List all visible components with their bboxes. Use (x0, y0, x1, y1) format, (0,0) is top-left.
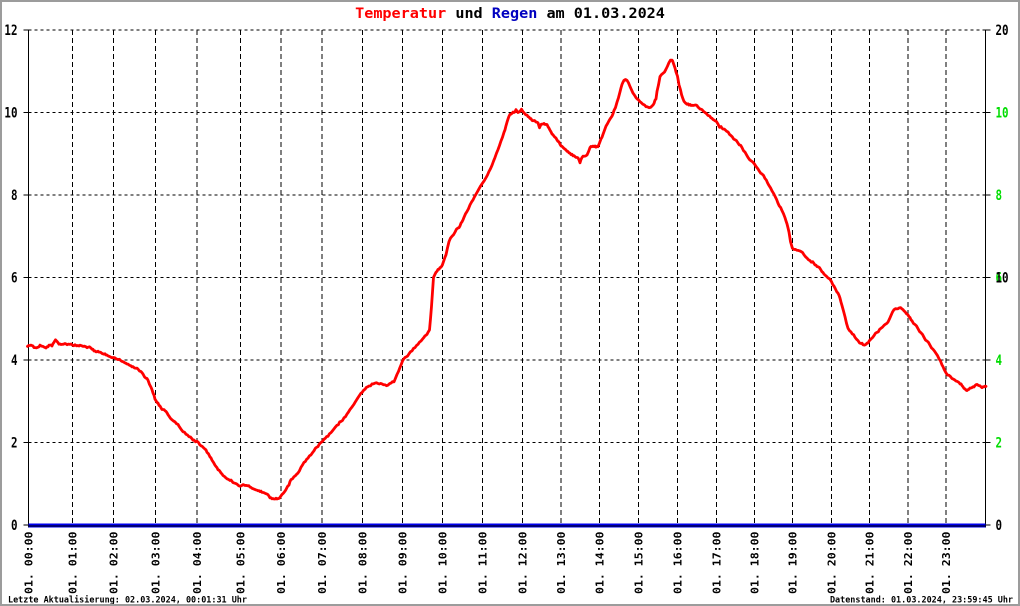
x-tick-label-16: 01. 16:00 (672, 532, 684, 594)
x-tick-label-1: 01. 01:00 (67, 532, 79, 594)
y-right-green-label-8: 8 (996, 187, 1003, 204)
x-tick-label-12: 01. 12:00 (517, 532, 529, 594)
x-tick-label-15: 01. 15:00 (633, 532, 645, 594)
title-regen: Regen (492, 5, 538, 22)
y-right-label-10: 10 (996, 269, 1009, 286)
x-tick-label-6: 01. 06:00 (275, 532, 287, 594)
x-tick-label-4: 01. 04:00 (191, 532, 203, 594)
x-tick-label-3: 01. 03:00 (150, 532, 162, 594)
x-tick-label-18: 01. 18:00 (749, 532, 761, 594)
title-und: und (446, 5, 492, 22)
y-right-label-0: 0 (996, 517, 1003, 534)
x-tick-label-23: 01. 23:00 (941, 532, 953, 594)
title-date: am 01.03.2024 (537, 5, 665, 22)
x-tick-label-21: 01. 21:00 (864, 532, 876, 594)
x-tick-label-0: 01. 00:00 (23, 532, 35, 594)
x-tick-label-5: 01. 05:00 (235, 532, 247, 594)
temperature-curve (26, 58, 988, 501)
x-tick-label-14: 01. 14:00 (594, 532, 606, 594)
x-tick-label-9: 01. 09:00 (397, 532, 409, 594)
title-temperatur: Temperatur (355, 5, 446, 22)
y-left-label-2: 2 (11, 434, 18, 451)
x-tick-label-19: 01. 19:00 (787, 532, 799, 594)
y-left-label-10: 10 (4, 104, 17, 121)
y-right-label-20: 20 (996, 22, 1009, 39)
y-left-label-12: 12 (4, 22, 17, 39)
y-left-label-6: 6 (11, 269, 18, 286)
y-right-green-label-10: 10 (996, 104, 1009, 121)
x-tick-label-11: 01. 11:00 (477, 532, 489, 594)
x-tick-label-20: 01. 20:00 (826, 532, 838, 594)
y-left-label-0: 0 (11, 517, 18, 534)
footer-data-state: Datenstand: 01.03.2024, 23:59:45 Uhr (830, 595, 1013, 605)
y-right-green-label-6: 6 (996, 269, 1003, 286)
x-tick-label-2: 01. 02:00 (108, 532, 120, 594)
y-right-green-label-2: 2 (996, 434, 1003, 451)
chart-title: Temperatur und Regen am 01.03.2024 (355, 5, 665, 22)
x-tick-label-17: 01. 17:00 (711, 532, 723, 594)
x-tick-label-10: 01. 10:00 (437, 532, 449, 594)
footer-last-update: Letzte Aktualisierung: 02.03.2024, 00:01… (8, 594, 247, 605)
x-tick-label-8: 01. 08:00 (357, 532, 369, 594)
y-left-label-8: 8 (11, 187, 18, 204)
x-tick-label-7: 01. 07:00 (316, 532, 328, 594)
x-tick-label-13: 01. 13:00 (555, 532, 567, 594)
y-left-label-4: 4 (11, 352, 18, 369)
x-tick-label-22: 01. 22:00 (902, 532, 914, 594)
y-right-green-label-4: 4 (996, 352, 1003, 369)
